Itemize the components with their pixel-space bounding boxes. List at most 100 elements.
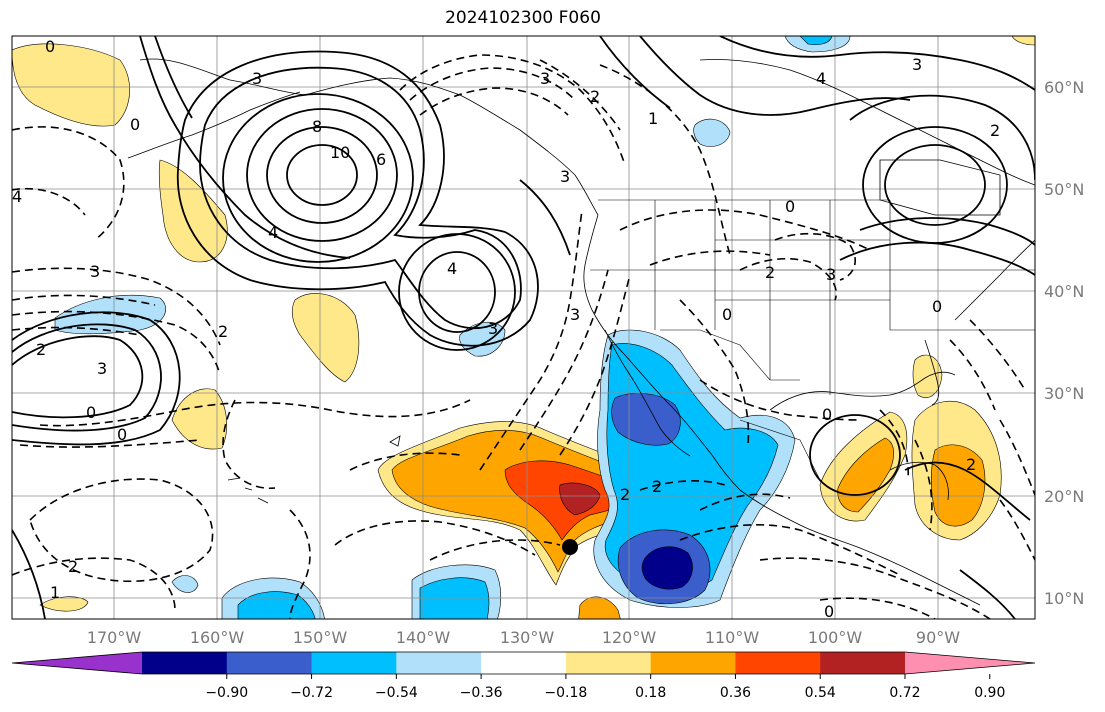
shade-lightblue-s3 — [171, 575, 199, 593]
contour-cut-2 — [398, 233, 516, 351]
colorbar-segment — [311, 652, 397, 674]
clabel-15: 4 — [12, 187, 22, 206]
clabel-6: 4 — [447, 259, 457, 278]
contour-n-3 — [639, 36, 911, 116]
clabel-24: 2 — [620, 485, 630, 504]
clabel-8: 3 — [90, 262, 100, 281]
island-hawaii — [227, 477, 269, 504]
contour-low-3 — [246, 108, 398, 242]
clabel-32: 3 — [912, 55, 922, 74]
colorbar-tick-label: 0.18 — [635, 685, 666, 701]
colorbar-tick-label: 0.54 — [805, 685, 836, 701]
clabel-3: 10 — [330, 143, 350, 162]
clabel-27: 0 — [822, 405, 832, 424]
lat-label-20: 20°N — [1044, 487, 1084, 506]
contour-e-4 — [839, 241, 1035, 276]
shade-navy-south — [641, 546, 693, 590]
colorbar-tick-label: −0.54 — [375, 685, 418, 701]
shade-lightblue-west — [54, 294, 166, 335]
contour-d-22 — [619, 209, 871, 251]
contour-d-9 — [29, 478, 214, 583]
shade-yellow-nw — [12, 43, 130, 127]
dashed-contours — [12, 54, 1035, 619]
contour-d-20 — [599, 64, 731, 256]
colorbar-tick-label: 0.90 — [974, 685, 1005, 701]
contour-d-1 — [12, 126, 125, 241]
contour-d-11 — [429, 539, 561, 561]
clabel-33: 2 — [990, 121, 1000, 140]
contour-d-28 — [639, 480, 726, 491]
contour-d-15 — [519, 269, 609, 451]
contour-d-39 — [222, 399, 276, 490]
coastlines — [127, 58, 1035, 606]
contour-d-14 — [479, 209, 583, 471]
clabel-23: 0 — [932, 297, 942, 316]
colorbar-tick-label: 0.36 — [720, 685, 751, 701]
colorbar-segment — [396, 652, 482, 674]
contour-n-2 — [154, 36, 193, 119]
coast-florida — [924, 339, 940, 406]
contour-d-36 — [969, 319, 1026, 391]
lon-label-170: 170°W — [87, 628, 142, 647]
colorbar-segment — [226, 652, 313, 674]
contour-d-33 — [879, 409, 910, 481]
shade-darkred-tropical — [559, 482, 601, 516]
clabel-7: 3 — [488, 319, 498, 338]
contour-d-34 — [914, 439, 933, 531]
clabel-18: 0 — [785, 197, 795, 216]
contour-w-2 — [12, 323, 162, 432]
lon-label-150: 150°W — [293, 628, 348, 647]
lat-label-10: 10°N — [1044, 589, 1084, 608]
lon-label-120: 120°W — [602, 628, 657, 647]
contour-d-35 — [949, 339, 996, 411]
contour-d-40 — [289, 509, 311, 619]
contour-e-1 — [884, 144, 986, 226]
contour-d-25 — [774, 232, 856, 281]
clabel-16: 3 — [540, 69, 550, 88]
contour-labels: 0 3 8 10 6 4 4 3 3 2 3 0 0 2 1 4 3 2 0 0… — [12, 37, 1000, 619]
contour-d-32 — [819, 597, 936, 619]
contour-misc-3 — [12, 529, 46, 619]
clabel-19: 0 — [722, 305, 732, 324]
clabel-30: 3 — [560, 167, 570, 186]
shade-cyan-s2 — [419, 577, 490, 619]
contour-misc-2 — [904, 461, 1031, 521]
contour-cut-1 — [418, 251, 496, 333]
contour-low-2 — [266, 126, 378, 224]
coast-baja — [604, 329, 691, 457]
clabel-13: 2 — [36, 340, 46, 359]
contour-d-4 — [12, 294, 156, 306]
border-states-8 — [889, 200, 1035, 331]
clabel-5: 4 — [268, 223, 278, 242]
shade-yellow-bl — [39, 596, 89, 612]
coast-bc — [583, 214, 741, 491]
clabel-11: 0 — [86, 403, 96, 422]
contour-w-3 — [12, 311, 181, 446]
solid-contours — [12, 36, 1035, 619]
colorbar-segment — [565, 652, 652, 674]
clabel-0: 0 — [45, 37, 55, 56]
shade-yellow-mid — [291, 293, 360, 383]
contour-d-5 — [12, 310, 221, 376]
lon-label-130: 130°W — [500, 628, 555, 647]
coast-mexico-w — [739, 489, 981, 606]
clabel-17: 2 — [590, 87, 600, 106]
lon-label-140: 140°W — [396, 628, 451, 647]
contour-d-2 — [12, 187, 86, 216]
shading-layer — [12, 36, 1035, 619]
contour-d-23 — [649, 250, 771, 266]
contour-d-21 — [539, 59, 621, 131]
lon-labels: 170°W 160°W 150°W 140°W 130°W 120°W 110°… — [87, 628, 960, 647]
colorbar: −0.90 −0.72 −0.54 −0.36 −0.18 0.18 0.36 0.54 0.7… — [11, 651, 1036, 701]
clabel-20: 3 — [826, 265, 836, 284]
clabel-12: 0 — [117, 425, 127, 444]
lon-label-160: 160°W — [190, 628, 245, 647]
border-mx-1 — [739, 419, 821, 481]
clabel-28: 2 — [966, 455, 976, 474]
island-small — [389, 435, 401, 447]
clabel-4: 6 — [376, 150, 386, 169]
map-content: 0 3 8 10 6 4 4 3 3 2 3 0 0 2 1 4 3 2 0 0… — [12, 36, 1035, 619]
lat-label-40: 40°N — [1044, 282, 1084, 301]
contour-d-16 — [559, 274, 631, 456]
